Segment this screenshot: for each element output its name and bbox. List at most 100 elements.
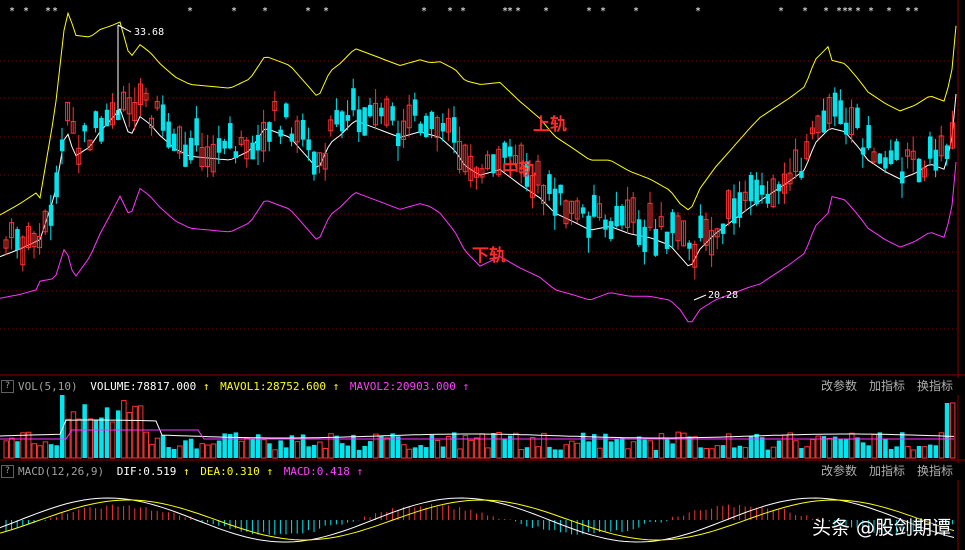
volume-bar	[748, 436, 754, 458]
candle-body	[698, 215, 703, 239]
volume-bar	[709, 448, 715, 459]
candle-body	[620, 205, 625, 226]
volume-bar	[3, 440, 9, 459]
volume-bar	[888, 448, 894, 458]
vol-volume-value: VOLUME:78817.000	[90, 380, 197, 393]
vol-help-button[interactable]: ?	[1, 380, 14, 393]
candle-body	[233, 151, 239, 159]
candle-body	[496, 148, 502, 176]
volume-bar	[563, 444, 569, 459]
candle-body	[916, 158, 922, 183]
volume-bar	[289, 435, 295, 458]
volume-bar	[9, 437, 15, 459]
candle-body	[513, 155, 519, 164]
candle-body	[457, 141, 463, 170]
event-markers: * * * * * * * * * * * * ** * * * * * * * * * * ** * * * * *	[9, 6, 919, 17]
lower-band-label: 下轨	[472, 246, 506, 266]
vol-actions: 改参数 加指标 换指标	[821, 378, 965, 395]
candle-body	[681, 220, 687, 247]
volume-bar	[177, 445, 183, 459]
macd-swap-indicator-button[interactable]: 换指标	[916, 464, 953, 478]
candle-body	[244, 139, 250, 160]
event-marker: *	[45, 6, 51, 17]
candle-body	[205, 146, 211, 168]
volume-bar	[452, 432, 457, 458]
volume-bar	[804, 446, 810, 459]
candle-body	[37, 236, 43, 249]
volume-bar	[714, 445, 721, 459]
volume-bar	[871, 433, 877, 459]
volume-bar	[765, 449, 771, 458]
low-price-label: 20.28	[708, 290, 739, 301]
volume-bar	[826, 437, 833, 459]
candle-body	[54, 172, 59, 198]
candle-body	[473, 167, 479, 178]
volume-bar	[54, 445, 59, 458]
event-marker: *	[502, 6, 508, 17]
volume-bar	[76, 418, 82, 459]
event-marker: *	[913, 6, 919, 17]
volume-bar	[82, 404, 87, 458]
macd-macd-value: MACD:0.418	[283, 465, 350, 478]
vol-add-indicator-button[interactable]: 加指标	[868, 379, 905, 393]
volume-bar	[418, 445, 423, 458]
volume-bar	[949, 402, 956, 459]
candle-body	[160, 104, 166, 131]
candle-body	[524, 161, 530, 187]
candle-body	[748, 174, 754, 202]
candle-body	[938, 135, 944, 157]
macd-histogram	[0, 497, 955, 543]
candle-body	[921, 167, 927, 178]
volume-bar	[222, 433, 227, 458]
volume-bar	[149, 443, 155, 459]
candle-body	[418, 123, 423, 134]
macd-add-indicator-button[interactable]: 加指标	[868, 464, 905, 478]
candle-body	[826, 96, 832, 124]
volume-bar	[866, 445, 871, 458]
candle-body	[832, 92, 838, 117]
volume-bar	[770, 446, 777, 459]
volume-bar	[384, 437, 390, 459]
volume-bar	[294, 441, 301, 459]
candle-body	[328, 119, 334, 132]
candle-body	[373, 102, 379, 126]
vol-swap-indicator-button[interactable]: 换指标	[916, 379, 953, 393]
candle-body	[31, 233, 37, 248]
candle-body	[396, 133, 401, 147]
candle-body	[228, 123, 233, 149]
macd-params-button[interactable]: 改参数	[820, 464, 857, 478]
volume-bar	[440, 446, 446, 458]
event-marker: *	[868, 6, 874, 17]
candle-body	[765, 193, 771, 204]
candle-body	[625, 199, 631, 228]
candle-body	[406, 104, 412, 129]
watermark: 头条 @股剑期谭	[811, 517, 951, 539]
volume-bar	[25, 431, 32, 459]
volume-bar	[793, 440, 799, 459]
macd-help-button[interactable]: ?	[1, 465, 14, 478]
candle-body	[137, 83, 143, 106]
candle-body	[121, 91, 127, 111]
candle-body	[99, 117, 104, 142]
candle-body	[580, 207, 586, 214]
volume-bar	[228, 434, 233, 458]
volume-bar	[317, 441, 323, 459]
candle-body	[172, 133, 177, 151]
volume-bar	[48, 444, 54, 458]
volume-bar	[250, 438, 255, 458]
volume-bar	[933, 445, 939, 458]
candle-body	[93, 111, 99, 129]
event-marker: *	[460, 6, 466, 17]
volume-bar	[143, 431, 149, 459]
volume-bar	[121, 400, 127, 459]
candle-body	[76, 147, 82, 165]
candle-body	[485, 154, 491, 170]
macd-dea-arrow: ↑	[266, 465, 274, 478]
volume-bar	[15, 441, 20, 458]
vol-params-button[interactable]: 改参数	[820, 379, 857, 393]
event-marker: *	[823, 6, 829, 17]
candle-body	[216, 138, 222, 153]
volume-bar	[720, 445, 726, 458]
